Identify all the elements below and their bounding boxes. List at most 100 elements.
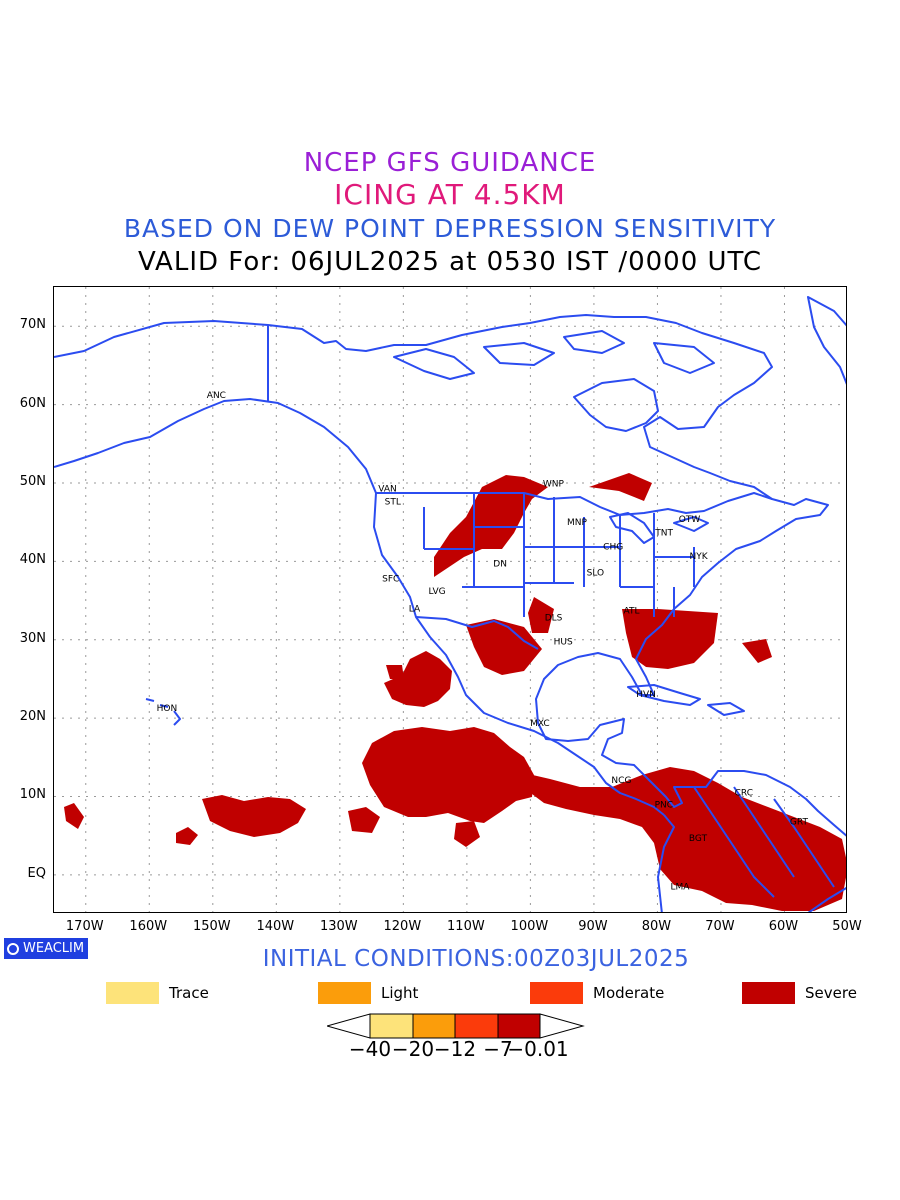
colorbar-tick: −0.01 (507, 1037, 569, 1061)
icing-severe-area (64, 803, 84, 829)
lat-label: EQ (27, 865, 46, 881)
legend-trace: Trace (106, 982, 209, 1004)
station-label-otw: OTW (679, 515, 701, 525)
colorbar-tick: −12 (433, 1037, 477, 1061)
icing-areas (64, 473, 846, 911)
coastlines (54, 296, 846, 912)
station-label-sfc: SFC (382, 575, 399, 585)
colorbar-segment-trace (369, 1013, 414, 1039)
station-label-crc: CRC (735, 789, 753, 799)
us-canada-border (376, 492, 773, 516)
product-title: ICING AT 4.5KM (334, 178, 566, 211)
hispaniola-coast (707, 702, 745, 716)
colorbar-tick: −7 (483, 1037, 513, 1061)
colorbar-left-arrow (327, 1013, 371, 1039)
chart-title: NCEP GFS GUIDANCE (303, 148, 597, 178)
weaclim-logo[interactable]: WEACLIM (4, 938, 89, 959)
icing-severe-area (362, 727, 534, 823)
icing-severe-area (348, 807, 380, 833)
brand-label: WEACLIM (23, 941, 85, 956)
legend-moderate-label: Moderate (593, 984, 665, 1002)
lat-label: 50N (19, 473, 46, 489)
station-label-slo: SLO (587, 568, 605, 578)
us-state-lines (423, 493, 695, 617)
station-label-tnt: TNT (654, 528, 673, 538)
legend-moderate: Moderate (530, 982, 664, 1004)
canadian-arctic-islands (393, 330, 715, 380)
station-label-pnc: PNC (655, 800, 673, 810)
colorbar (327, 1013, 585, 1039)
station-label-ncg: NCG (611, 776, 631, 786)
us-mexico-border (415, 616, 539, 650)
south-america-borders (693, 786, 835, 898)
great-lakes (609, 512, 709, 544)
station-label-van: VAN (378, 484, 396, 494)
icing-severe-area (384, 651, 452, 707)
icing-severe-area (486, 647, 522, 673)
icing-severe-area (454, 821, 480, 847)
station-label-anc: ANC (207, 391, 226, 401)
station-label-bgt: BGT (689, 834, 708, 844)
lat-label: 20N (19, 709, 46, 725)
map-panel[interactable]: ANC VAN STL SFC LVG LA DN WNP MNP CHG SLO OTW TNT NYK… (53, 286, 847, 913)
lat-label: 60N (19, 395, 46, 411)
icing-severe-area (589, 473, 652, 501)
icing-severe-area (176, 827, 198, 845)
south-america-coast (657, 814, 846, 912)
icing-severe-area (386, 665, 404, 679)
legend-severe-label: Severe (805, 984, 857, 1002)
station-label-chg: CHG (603, 542, 623, 552)
cuba-coast (627, 684, 701, 706)
lat-label: 10N (19, 787, 46, 803)
station-label-hvn: HVN (636, 690, 656, 700)
lon-label: 60W (768, 919, 799, 934)
colorbar-segment-severe (497, 1013, 541, 1039)
lon-label: 160W (129, 919, 168, 934)
station-label-dn: DN (493, 560, 507, 570)
icing-map: ANC VAN STL SFC LVG LA DN WNP MNP CHG SLO OTW TNT NYK… (54, 287, 846, 912)
legend-trace-swatch (106, 982, 159, 1004)
station-label-mnp: MNP (567, 518, 587, 528)
valid-time: VALID For: 06JUL2025 at 0530 IST /0000 U… (137, 247, 763, 277)
station-label-nyk: NYK (690, 552, 709, 562)
north-america-coast (54, 314, 846, 837)
station-label-mxc: MXC (530, 719, 550, 729)
station-label-grt: GRT (790, 818, 809, 828)
legend-trace-label: Trace (169, 984, 209, 1002)
lon-label: 100W (510, 919, 549, 934)
greenland-coast (807, 296, 846, 385)
lat-label: 30N (19, 630, 46, 646)
legend-severe: Severe (742, 982, 857, 1004)
lon-label: 130W (319, 919, 358, 934)
lon-label: 170W (65, 919, 104, 934)
hawaii-islands (145, 698, 181, 726)
lon-label: 80W (641, 919, 672, 934)
lon-label: 90W (578, 919, 608, 934)
icing-severe-area (528, 597, 554, 633)
north-america-pacific-coast (54, 398, 665, 816)
icing-severe-area (742, 639, 772, 663)
logo-ring-icon (7, 942, 19, 955)
icing-severe-area (524, 767, 846, 911)
station-label-dls: DLS (545, 614, 563, 624)
colorbar-tick: −20 (391, 1037, 435, 1061)
method-subtitle: BASED ON DEW POINT DEPRESSION SENSITIVIT… (123, 214, 777, 243)
icing-severe-area (202, 795, 306, 837)
legend-light-swatch (318, 982, 371, 1004)
station-label-stl: STL (385, 498, 401, 508)
lat-label: 70N (19, 317, 46, 333)
station-label-hon: HON (157, 704, 178, 714)
station-label-la: LA (409, 604, 421, 614)
lon-label: 140W (256, 919, 295, 934)
legend-light: Light (318, 982, 418, 1004)
legend-light-label: Light (381, 984, 419, 1002)
lon-label: 110W (447, 919, 485, 934)
colorbar-segment-light (412, 1013, 456, 1039)
station-label-hus: HUS (554, 637, 573, 647)
lon-label: 70W (705, 919, 735, 934)
lon-label: 150W (192, 919, 231, 934)
colorbar-segment-moderate (454, 1013, 499, 1039)
legend-moderate-swatch (530, 982, 583, 1004)
colorbar-tick: −40 (348, 1037, 392, 1061)
station-label-wnp: WNP (543, 480, 565, 490)
